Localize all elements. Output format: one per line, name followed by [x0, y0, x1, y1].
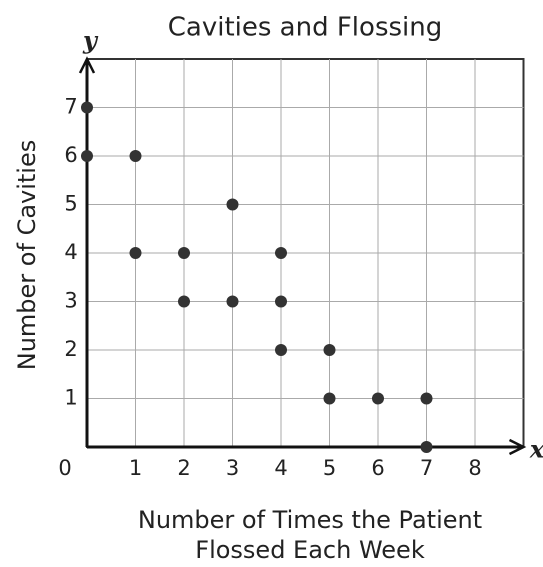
x-tick-label: 5: [323, 456, 336, 480]
x-axis-label: Number of Times the Patient: [138, 506, 482, 534]
point: [323, 344, 336, 356]
y-tick-label: 3: [64, 289, 77, 313]
x-axis-arrow: [508, 438, 527, 456]
y-tick-label: 7: [64, 95, 77, 119]
y-variable: y: [82, 26, 99, 55]
y-axis-arrow: [78, 56, 96, 74]
point: [81, 150, 93, 162]
point: [226, 198, 239, 211]
chart-title: Cavities and Flossing: [168, 13, 443, 43]
point: [129, 247, 142, 259]
point: [226, 295, 239, 308]
x-axis-label: Flossed Each Week: [195, 536, 425, 564]
point: [323, 392, 336, 405]
x-tick-label: 4: [274, 456, 287, 480]
y-axis-label: Number of Cavities: [13, 140, 41, 370]
point: [420, 441, 433, 453]
point: [372, 392, 384, 405]
point: [129, 150, 142, 162]
point: [275, 295, 287, 308]
point: [81, 101, 93, 114]
x-tick-label: 3: [226, 456, 239, 480]
x-tick-label: 0: [58, 456, 71, 480]
x-tick-label: 8: [468, 456, 481, 480]
y-tick-label: 1: [64, 386, 77, 410]
point: [275, 247, 287, 259]
point: [275, 344, 287, 356]
x-tick-label: 6: [371, 456, 384, 480]
y-tick-label: 6: [64, 143, 77, 167]
y-tick-label: 4: [64, 240, 77, 264]
x-tick-label: 7: [420, 456, 433, 480]
x-variable: x: [529, 435, 543, 464]
point: [420, 392, 433, 405]
x-tick-label: 1: [129, 456, 142, 480]
x-tick-label: 2: [177, 456, 190, 480]
y-tick-label: 2: [64, 337, 77, 361]
point: [178, 295, 190, 308]
y-tick-label: 5: [64, 192, 77, 216]
point: [178, 247, 190, 259]
